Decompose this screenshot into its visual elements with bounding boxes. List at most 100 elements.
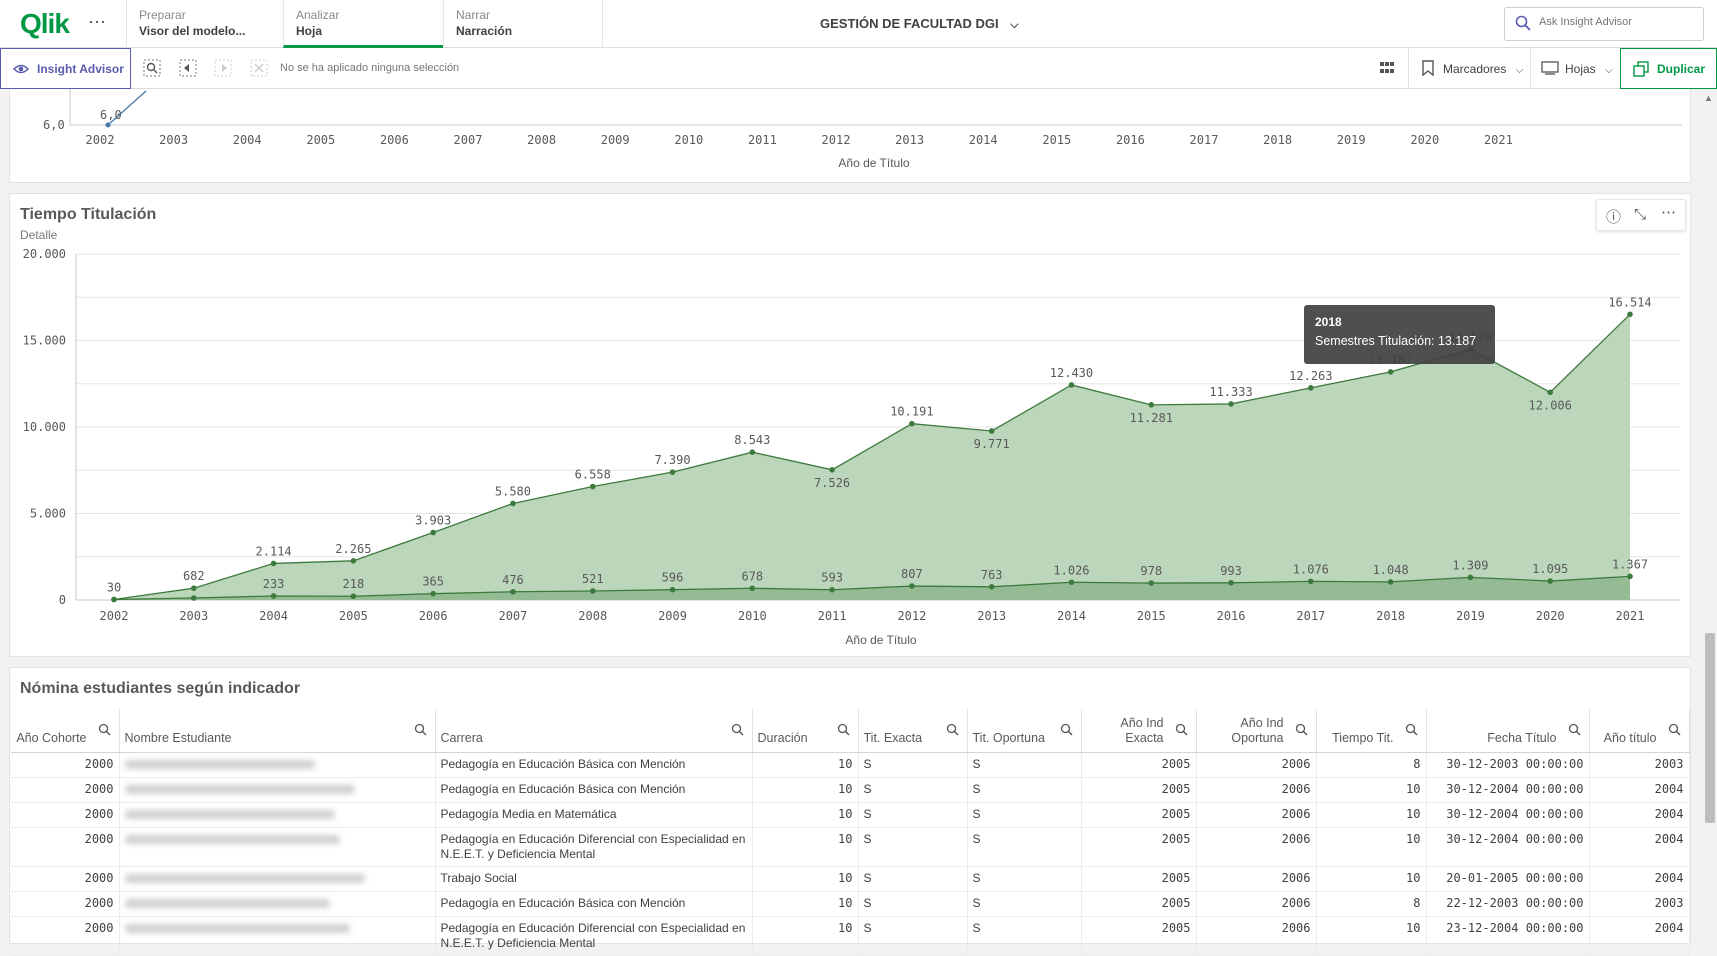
table-cell[interactable]: S (858, 866, 968, 892)
data-point[interactable] (430, 529, 436, 536)
table-cell[interactable]: 2006 (1196, 866, 1317, 892)
data-point[interactable] (589, 588, 596, 594)
column-search-icon[interactable] (731, 723, 744, 736)
table-cell[interactable]: Pedagogía en Educación Básica con Menció… (435, 777, 753, 803)
data-point[interactable] (829, 586, 835, 593)
table-cell[interactable]: 2004 (1589, 866, 1690, 892)
table-cell[interactable]: 2005 (1081, 802, 1197, 828)
data-point[interactable] (190, 585, 197, 592)
table-cell[interactable]: 10 (752, 827, 859, 867)
table-cell[interactable]: 2006 (1196, 752, 1317, 778)
page-scrollbar[interactable]: ▲ (1701, 89, 1717, 944)
grid-view-icon[interactable] (1378, 59, 1396, 77)
table-cell[interactable]: 10 (1316, 866, 1427, 892)
table-cell[interactable]: 10 (1316, 802, 1427, 828)
table-cell[interactable]: 30-12-2004 00:00:00 (1426, 777, 1590, 803)
tab-preparar[interactable]: Preparar Visor del modelo... (126, 0, 283, 48)
column-search-icon[interactable] (1175, 723, 1188, 736)
table-cell[interactable] (119, 752, 436, 778)
data-point[interactable] (1068, 579, 1075, 586)
table-cell[interactable] (119, 916, 436, 956)
table-cell[interactable]: 2004 (1589, 777, 1690, 803)
data-point[interactable] (988, 584, 995, 590)
table-row[interactable]: 2000 Pedagogía en Educación Diferencial c… (11, 827, 1690, 867)
column-header[interactable]: Fecha Título (1426, 709, 1590, 753)
table-cell[interactable]: Pedagogía Media en Matemática (435, 802, 753, 828)
bookmarks-button[interactable]: Marcadores ⌵ (1408, 48, 1538, 89)
table-cell[interactable]: 2005 (1081, 752, 1197, 778)
data-point[interactable] (190, 595, 197, 601)
table-row[interactable]: 2000 Pedagogía Media en Matemática 10 S S 200… (11, 802, 1690, 828)
scrollbar-thumb[interactable] (1705, 633, 1715, 823)
table-cell[interactable]: S (967, 916, 1082, 956)
step-forward-icon[interactable] (214, 59, 232, 77)
table-cell[interactable]: 2000 (11, 891, 120, 917)
table-cell[interactable]: 10 (752, 777, 859, 803)
table-cell[interactable]: S (967, 777, 1082, 803)
table-cell[interactable]: S (967, 752, 1082, 778)
table-cell[interactable]: 10 (752, 916, 859, 956)
table-cell[interactable]: 2005 (1081, 827, 1197, 867)
data-point[interactable] (829, 467, 835, 473)
insight-advisor-button[interactable]: Insight Advisor (0, 48, 131, 89)
table-cell[interactable]: 2006 (1196, 777, 1317, 803)
column-header[interactable]: Año título (1589, 709, 1690, 753)
scroll-up-icon[interactable]: ▲ (1704, 93, 1713, 103)
data-point[interactable] (1627, 311, 1633, 318)
table-row[interactable]: 2000 Trabajo Social 10 S S 2005 2006 10 20-01-20… (11, 866, 1690, 892)
data-point[interactable] (669, 586, 676, 593)
table-cell[interactable]: S (858, 752, 968, 778)
table-cell[interactable]: 2000 (11, 916, 120, 956)
column-search-icon[interactable] (414, 723, 427, 736)
column-header[interactable]: Duración (752, 709, 859, 753)
table-cell[interactable]: Trabajo Social (435, 866, 753, 892)
table-row[interactable]: 2000 Pedagogía en Educación Básica con Me… (11, 891, 1690, 917)
data-point[interactable] (988, 428, 995, 434)
table-cell[interactable]: 2004 (1589, 916, 1690, 956)
data-point[interactable] (1148, 580, 1155, 586)
data-point[interactable] (270, 560, 277, 567)
table-cell[interactable]: Pedagogía en Educación Diferencial con E… (435, 916, 753, 956)
table-cell[interactable] (119, 802, 436, 828)
table-cell[interactable]: 2005 (1081, 891, 1197, 917)
table-cell[interactable]: S (858, 916, 968, 956)
data-point[interactable] (1068, 382, 1075, 388)
table-cell[interactable]: S (967, 866, 1082, 892)
app-title[interactable]: GESTIÓN DE FACULTAD DGI ⌵ (820, 16, 1019, 32)
table-cell[interactable]: 2006 (1196, 802, 1317, 828)
data-point[interactable] (510, 500, 516, 507)
table-cell[interactable]: 2005 (1081, 777, 1197, 803)
tab-narrar[interactable]: Narrar Narración (443, 0, 603, 48)
column-search-icon[interactable] (946, 723, 959, 736)
data-point[interactable] (105, 122, 111, 128)
data-point[interactable] (1467, 574, 1474, 581)
table-cell[interactable]: 2005 (1081, 866, 1197, 892)
table-cell[interactable]: S (858, 891, 968, 917)
clear-selections-icon[interactable] (250, 59, 268, 77)
data-point[interactable] (589, 483, 596, 490)
column-search-icon[interactable] (1568, 723, 1581, 736)
table-cell[interactable]: 10 (1316, 916, 1427, 956)
table-cell[interactable]: 2000 (11, 802, 120, 828)
table-cell[interactable]: 2006 (1196, 891, 1317, 917)
table-cell[interactable]: 2005 (1081, 916, 1197, 956)
table-cell[interactable]: 2000 (11, 827, 120, 867)
step-back-icon[interactable] (179, 59, 197, 77)
column-search-icon[interactable] (1295, 723, 1308, 736)
smart-search-icon[interactable] (143, 59, 161, 77)
column-header[interactable]: Año Ind Exacta (1081, 709, 1197, 753)
column-search-icon[interactable] (98, 723, 111, 736)
data-point[interactable] (1228, 580, 1234, 586)
data-point[interactable] (111, 596, 117, 603)
column-search-icon[interactable] (1405, 723, 1418, 736)
tab-analizar[interactable]: Analizar Hoja (283, 0, 443, 48)
table-cell[interactable]: 30-12-2004 00:00:00 (1426, 802, 1590, 828)
table-cell[interactable]: 2004 (1589, 802, 1690, 828)
more-options-icon[interactable]: ⋯ (1661, 204, 1676, 221)
data-point[interactable] (270, 593, 277, 599)
data-point[interactable] (1148, 402, 1155, 408)
table-cell[interactable]: 22-12-2003 00:00:00 (1426, 891, 1590, 917)
table-cell[interactable]: 2000 (11, 866, 120, 892)
table-cell[interactable]: Pedagogía en Educación Básica con Menció… (435, 752, 753, 778)
table-cell[interactable]: 8 (1316, 752, 1427, 778)
